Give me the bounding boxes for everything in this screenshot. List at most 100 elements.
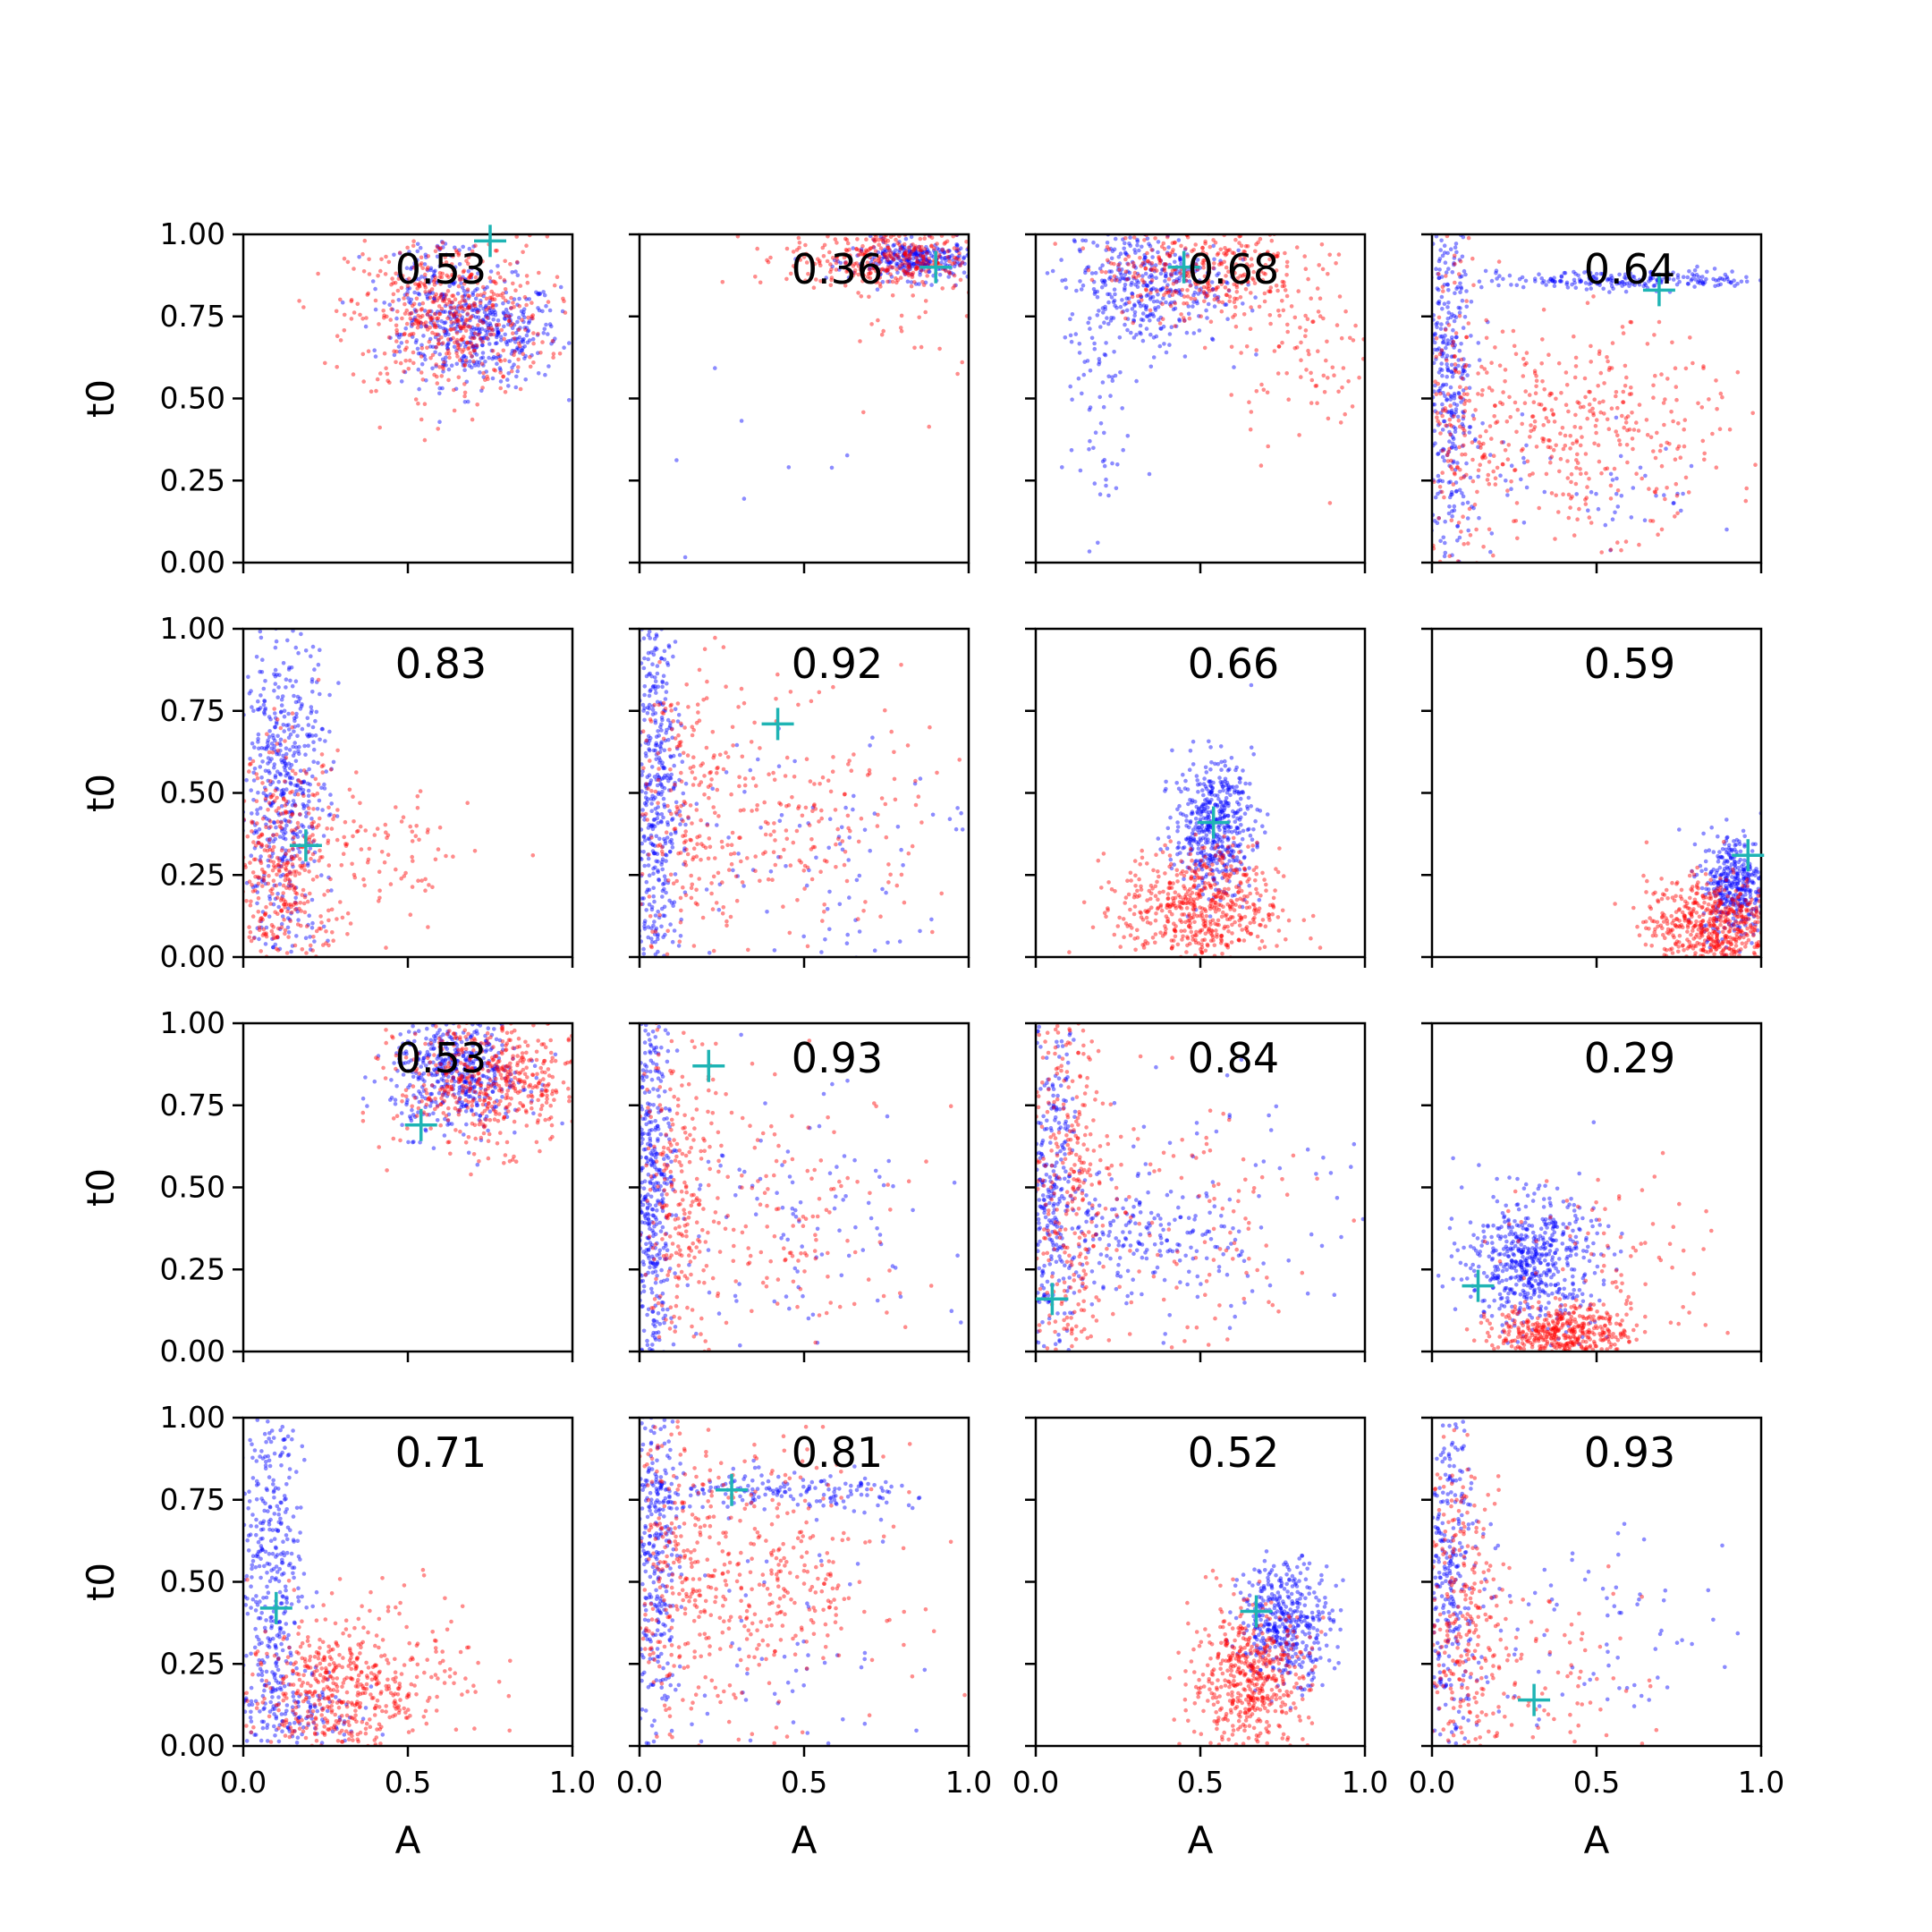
blue-point <box>470 303 475 308</box>
red-point <box>1715 407 1719 411</box>
red-point <box>1192 279 1198 284</box>
blue-point <box>1564 282 1569 287</box>
blue-point <box>1494 268 1499 274</box>
blue-point <box>1766 275 1770 280</box>
blue-point <box>322 782 326 787</box>
blue-point <box>1107 269 1112 274</box>
blue-point <box>955 242 960 248</box>
blue-point <box>651 818 657 822</box>
blue-point <box>319 873 324 877</box>
red-point <box>467 303 472 308</box>
red-point <box>1608 547 1614 552</box>
blue-point <box>876 275 880 281</box>
red-point <box>432 311 437 317</box>
blue-point <box>496 330 501 335</box>
blue-point <box>871 245 877 250</box>
red-point <box>1340 386 1344 390</box>
red-point <box>248 929 253 935</box>
red-point <box>509 369 514 374</box>
red-point <box>326 805 331 810</box>
red-point <box>880 238 886 243</box>
blue-point <box>311 759 317 764</box>
red-point <box>310 948 316 953</box>
blue-point <box>423 275 428 280</box>
red-point <box>457 306 462 310</box>
blue-point <box>1087 447 1091 452</box>
blue-point <box>1504 479 1508 483</box>
red-point <box>279 848 284 853</box>
blue-point <box>294 715 299 719</box>
red-point <box>451 293 456 298</box>
blue-point <box>270 780 275 784</box>
blue-point <box>835 258 841 264</box>
red-point <box>326 838 331 843</box>
blue-point <box>259 879 265 884</box>
blue-point <box>1146 292 1150 297</box>
blue-point <box>1559 275 1564 279</box>
red-point <box>1541 423 1546 428</box>
blue-point <box>1435 521 1440 525</box>
red-point <box>1444 274 1448 278</box>
red-point <box>794 248 800 252</box>
blue-point <box>1450 492 1454 497</box>
red-point <box>1216 284 1220 290</box>
red-point <box>904 255 910 260</box>
blue-point <box>452 315 457 320</box>
blue-point <box>452 311 457 316</box>
blue-point <box>1467 430 1472 435</box>
blue-point <box>431 296 436 301</box>
red-point <box>418 315 423 320</box>
blue-point <box>312 939 317 944</box>
red-point <box>456 251 462 256</box>
red-point <box>1274 284 1279 288</box>
red-point <box>418 789 423 793</box>
red-point <box>390 276 394 281</box>
blue-point <box>1692 268 1698 273</box>
blue-point <box>474 345 479 351</box>
blue-point <box>1122 246 1126 251</box>
red-point <box>1540 337 1545 342</box>
red-point <box>1275 251 1281 256</box>
blue-point <box>463 277 468 282</box>
blue-point <box>911 261 917 267</box>
blue-point <box>1105 316 1109 320</box>
red-point <box>1540 436 1545 441</box>
blue-point <box>467 305 472 310</box>
red-point <box>442 299 447 304</box>
blue-point <box>387 302 393 308</box>
blue-point <box>678 822 682 826</box>
red-point <box>1433 379 1437 385</box>
blue-point <box>449 280 454 285</box>
red-point <box>834 260 839 266</box>
blue-point <box>521 345 525 351</box>
blue-point <box>671 903 675 908</box>
blue-point <box>405 286 411 292</box>
blue-point <box>428 314 433 318</box>
blue-point <box>280 760 284 765</box>
blue-point <box>304 810 309 815</box>
blue-point <box>284 858 290 863</box>
red-point <box>266 881 271 886</box>
blue-point <box>1164 271 1168 276</box>
red-point <box>492 279 497 284</box>
red-point <box>1661 401 1666 405</box>
blue-point <box>307 733 312 739</box>
red-point <box>265 732 269 736</box>
red-point <box>282 902 287 907</box>
red-point <box>433 332 438 337</box>
red-point <box>261 876 267 880</box>
blue-point <box>648 748 652 753</box>
red-point <box>326 863 332 868</box>
blue-point <box>526 320 531 326</box>
red-point <box>518 343 522 349</box>
blue-point <box>1436 452 1440 457</box>
blue-point <box>260 759 265 764</box>
blue-point <box>318 691 322 697</box>
red-point <box>886 245 891 250</box>
blue-point <box>1088 438 1092 444</box>
red-point <box>258 949 264 953</box>
blue-point <box>1102 352 1107 357</box>
blue-point <box>900 243 905 249</box>
red-point <box>444 853 448 859</box>
blue-point <box>671 785 676 790</box>
